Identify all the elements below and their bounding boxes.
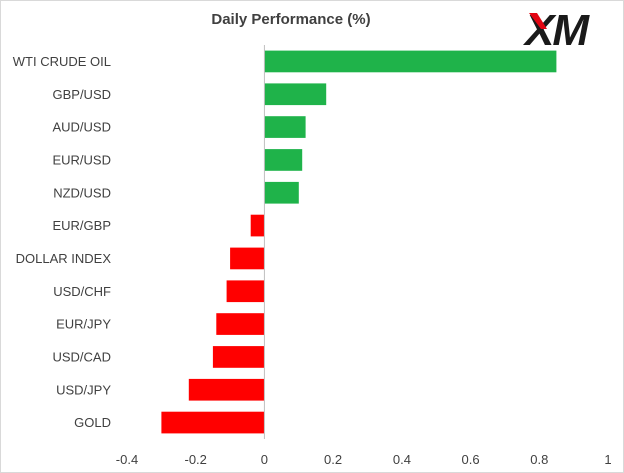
x-tick-label: 0.8: [530, 452, 548, 467]
bar-eur-jpy: [216, 313, 265, 335]
category-label: GOLD: [74, 415, 111, 430]
bar-gbp-usd: [264, 83, 327, 106]
bar-aud-usd: [264, 116, 306, 138]
category-label: DOLLAR INDEX: [16, 251, 112, 266]
category-label: USD/CAD: [52, 349, 111, 364]
x-tick-label: 0.6: [462, 452, 480, 467]
bar-dollar-index: [230, 247, 265, 270]
bar-usd-chf: [226, 280, 265, 303]
bar-eur-usd: [264, 149, 303, 171]
x-tick-label: -0.4: [116, 452, 138, 467]
xm-logo: XM: [523, 6, 592, 51]
category-label: NZD/USD: [53, 185, 111, 200]
bar-usd-cad: [212, 346, 265, 368]
category-label: WTI CRUDE OIL: [13, 54, 111, 69]
bar-nzd-usd: [264, 181, 299, 204]
category-label: AUD/USD: [52, 120, 111, 135]
category-label: EUR/JPY: [56, 317, 111, 332]
bar-wti-crude-oil: [264, 50, 557, 73]
category-label: EUR/GBP: [52, 218, 111, 233]
x-tick-label: 0.2: [324, 452, 342, 467]
bar-eur-gbp: [250, 214, 265, 237]
category-label: GBP/USD: [52, 87, 111, 102]
category-label: USD/JPY: [56, 382, 111, 397]
x-tick-label: 0.4: [393, 452, 411, 467]
chart-title: Daily Performance (%): [211, 11, 371, 28]
category-label: EUR/USD: [52, 152, 111, 167]
category-label: USD/CHF: [53, 284, 111, 299]
x-tick-label: 0: [261, 452, 268, 467]
bar-usd-jpy: [188, 378, 265, 401]
x-tick-label: 1: [604, 452, 611, 467]
x-tick-label: -0.2: [184, 452, 206, 467]
bar-gold: [161, 411, 265, 434]
